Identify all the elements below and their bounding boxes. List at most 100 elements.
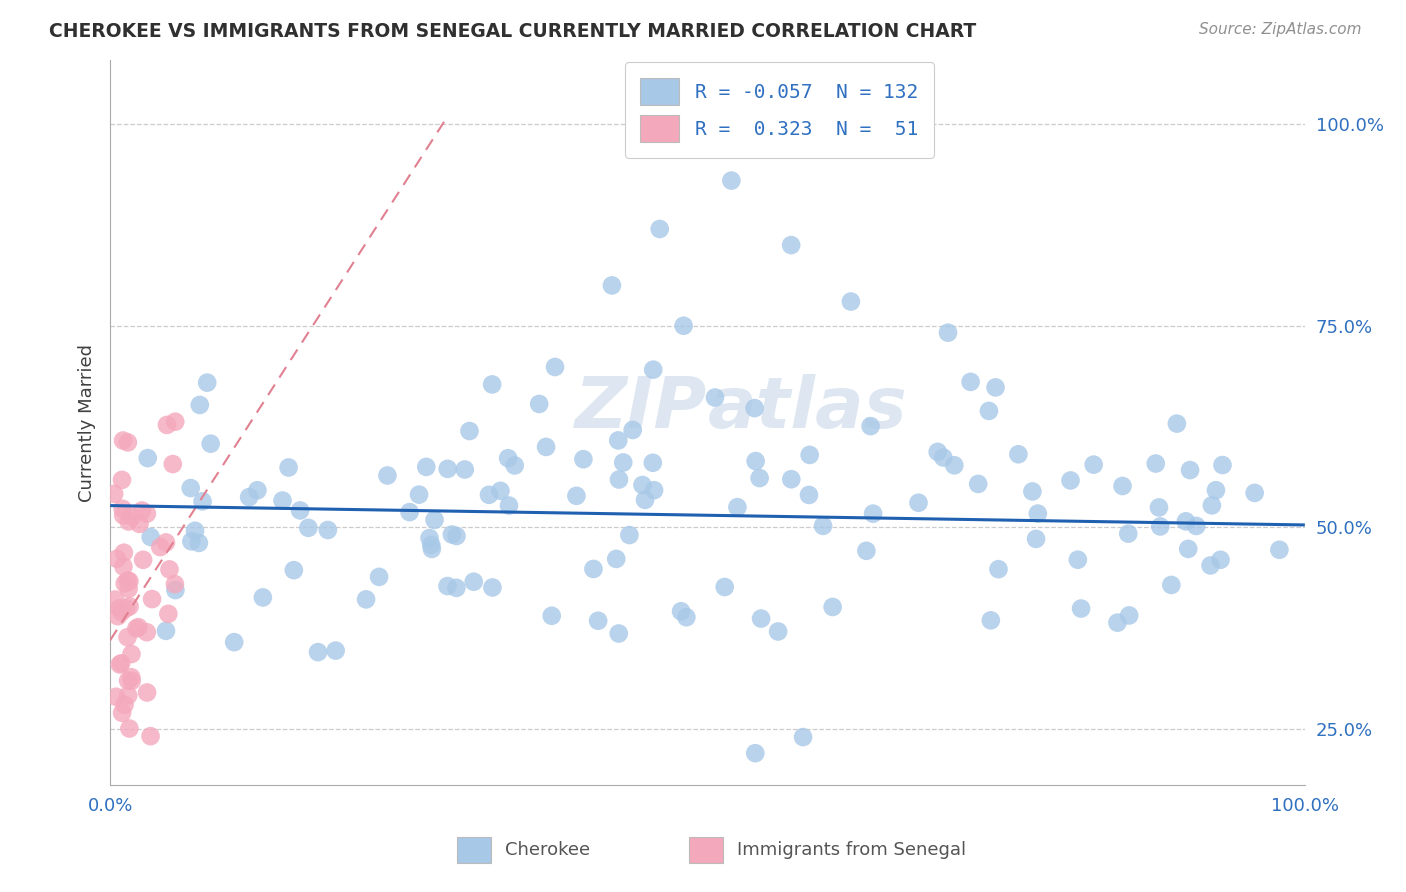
Point: [1111, 479, 1133, 493]
Point: [238, 490, 260, 504]
Point: [1185, 519, 1208, 533]
Point: [744, 746, 766, 760]
Point: [821, 599, 844, 614]
Point: [191, 494, 214, 508]
Point: [621, 423, 644, 437]
Point: [121, 647, 143, 661]
Point: [107, 609, 129, 624]
Point: [117, 582, 139, 596]
Point: [110, 605, 132, 619]
Point: [163, 577, 186, 591]
Point: [481, 581, 503, 595]
Point: [155, 535, 177, 549]
Point: [672, 318, 695, 333]
Point: [634, 492, 657, 507]
Point: [478, 488, 501, 502]
Point: [271, 493, 294, 508]
Point: [1201, 499, 1223, 513]
Point: [277, 460, 299, 475]
Point: [1205, 483, 1227, 498]
Point: [792, 730, 814, 744]
Point: [165, 583, 187, 598]
Point: [195, 376, 218, 390]
Point: [862, 507, 884, 521]
Point: [713, 580, 735, 594]
Point: [619, 528, 641, 542]
Point: [127, 620, 149, 634]
Point: [1211, 458, 1233, 472]
Point: [586, 614, 609, 628]
Point: [104, 592, 127, 607]
Y-axis label: Currently Married: Currently Married: [79, 343, 96, 501]
Point: [641, 456, 664, 470]
Point: [368, 570, 391, 584]
Point: [288, 503, 311, 517]
Point: [859, 419, 882, 434]
Point: [498, 499, 520, 513]
Point: [1160, 578, 1182, 592]
Point: [744, 454, 766, 468]
Point: [117, 673, 139, 688]
Point: [224, 635, 246, 649]
Point: [115, 601, 138, 615]
Point: [1268, 542, 1291, 557]
Point: [121, 509, 143, 524]
Point: [354, 592, 377, 607]
Point: [540, 608, 562, 623]
Point: [725, 500, 748, 515]
Point: [136, 451, 159, 466]
Point: [744, 401, 766, 416]
Point: [748, 471, 770, 485]
Point: [1209, 553, 1232, 567]
Point: [643, 362, 665, 376]
Point: [118, 574, 141, 589]
Point: [110, 657, 132, 671]
Point: [572, 452, 595, 467]
Text: CHEROKEE VS IMMIGRANTS FROM SENEGAL CURRENTLY MARRIED CORRELATION CHART: CHEROKEE VS IMMIGRANTS FROM SENEGAL CURR…: [49, 22, 976, 41]
Legend: R = -0.057  N = 132, R =  0.323  N =  51: R = -0.057 N = 132, R = 0.323 N = 51: [624, 62, 934, 158]
Point: [440, 527, 463, 541]
Point: [398, 505, 420, 519]
Point: [108, 601, 131, 615]
Point: [112, 546, 135, 560]
Point: [643, 483, 665, 498]
Point: [200, 436, 222, 450]
Point: [131, 503, 153, 517]
Point: [162, 457, 184, 471]
Point: [325, 643, 347, 657]
Text: Cherokee: Cherokee: [505, 841, 591, 859]
Point: [454, 462, 477, 476]
Point: [600, 278, 623, 293]
Point: [103, 487, 125, 501]
Point: [139, 729, 162, 743]
Point: [117, 630, 139, 644]
Point: [111, 501, 134, 516]
Point: [132, 553, 155, 567]
Point: [114, 576, 136, 591]
Point: [1025, 532, 1047, 546]
Point: [446, 529, 468, 543]
Point: [307, 645, 329, 659]
Point: [780, 472, 803, 486]
Point: [749, 611, 772, 625]
Point: [612, 455, 634, 469]
Point: [1067, 552, 1090, 566]
Point: [1149, 519, 1171, 533]
Point: [463, 574, 485, 589]
Point: [436, 462, 458, 476]
Point: [766, 624, 789, 639]
Point: [420, 538, 443, 552]
Point: [159, 562, 181, 576]
Point: [118, 599, 141, 614]
Point: [141, 592, 163, 607]
Point: [135, 507, 157, 521]
Point: [1199, 558, 1222, 573]
Point: [436, 579, 458, 593]
Point: [111, 706, 134, 720]
Point: [184, 524, 207, 538]
Point: [105, 690, 128, 704]
Point: [117, 435, 139, 450]
Point: [316, 523, 339, 537]
Point: [112, 434, 135, 448]
Point: [415, 459, 437, 474]
